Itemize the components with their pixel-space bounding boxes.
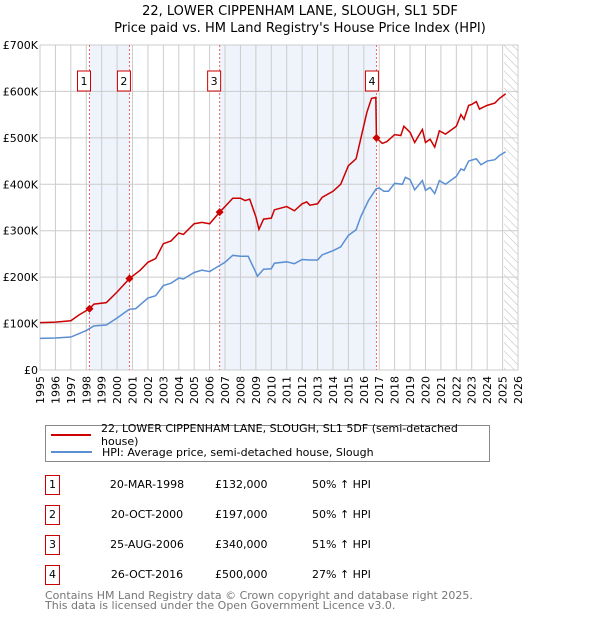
x-tick-label: 2011 [281, 376, 294, 404]
sale-price: £500,000 [215, 568, 268, 581]
sale-hpi-change: 27% ↑ HPI [312, 568, 371, 581]
forecast-hatch [504, 45, 518, 370]
sale-label: 2 [120, 75, 127, 88]
x-tick-label: 2025 [497, 376, 510, 404]
sale-row: 1 20-MAR-1998 £132,000 50% ↑ HPI [45, 475, 445, 495]
x-tick-label: 2016 [358, 376, 371, 404]
sale-label: 1 [80, 75, 87, 88]
x-tick-label: 1995 [34, 376, 47, 404]
x-tick-label: 2001 [127, 376, 140, 404]
sale-number-badge: 2 [45, 505, 60, 525]
x-tick-label: 1997 [65, 376, 78, 404]
sale-hpi-change: 51% ↑ HPI [312, 538, 371, 551]
y-tick-label: £0 [24, 364, 38, 377]
sale-price: £340,000 [215, 538, 268, 551]
x-tick-label: 2021 [435, 376, 448, 404]
y-tick-label: £200K [3, 271, 39, 284]
x-tick-label: 2019 [404, 376, 417, 404]
sale-date: 26-OCT-2016 [110, 568, 184, 581]
x-tick-label: 2017 [373, 376, 386, 404]
plot-frame [39, 44, 519, 371]
x-tick-label: 2005 [188, 376, 201, 404]
legend: 22, LOWER CIPPENHAM LANE, SLOUGH, SL1 5D… [45, 422, 490, 462]
x-tick-label: 2014 [327, 376, 340, 404]
x-tick-label: 2003 [157, 376, 170, 404]
sale-date: 20-MAR-1998 [109, 478, 185, 491]
x-tick-label: 2018 [389, 376, 402, 404]
x-tick-label: 2000 [111, 376, 124, 404]
sale-row: 3 25-AUG-2006 £340,000 51% ↑ HPI [45, 535, 445, 555]
series-line-property [39, 93, 507, 324]
sale-point [215, 208, 224, 217]
x-tick-label: 2024 [481, 376, 494, 404]
sale-row: 2 20-OCT-2000 £197,000 50% ↑ HPI [45, 505, 445, 525]
sale-label-box [76, 70, 91, 92]
x-tick-label: 2006 [204, 376, 217, 404]
x-tick-label: 2007 [219, 376, 232, 404]
x-tick-label: 2009 [250, 376, 263, 404]
sale-date: 25-AUG-2006 [110, 538, 184, 551]
x-tick-label: 2013 [312, 376, 325, 404]
x-tick-label: 2010 [265, 376, 278, 404]
sale-point [372, 133, 381, 142]
legend-swatch-hpi [51, 451, 92, 453]
sale-row: 4 26-OCT-2016 £500,000 27% ↑ HPI [45, 565, 445, 585]
legend-item-property: 22, LOWER CIPPENHAM LANE, SLOUGH, SL1 5D… [51, 422, 489, 448]
footer-copyright: Contains HM Land Registry data © Crown c… [45, 589, 473, 602]
x-tick-label: 2002 [142, 376, 155, 404]
series-line-hpi [39, 151, 507, 340]
x-tick-label: 1998 [80, 376, 93, 404]
sale-hpi-change: 50% ↑ HPI [312, 508, 371, 521]
x-tick-label: 1999 [96, 376, 109, 404]
x-tick-label: 2023 [466, 376, 479, 404]
x-tick-label: 2012 [296, 376, 309, 404]
line-chart: 1995 1996 1997 1998 1999 2000 2001 2002 2003 2004… [3, 39, 525, 404]
sale-number-badge: 4 [45, 565, 60, 585]
sale-hpi-change: 50% ↑ HPI [312, 478, 371, 491]
x-tick-label: 2008 [234, 376, 247, 404]
legend-label-property: 22, LOWER CIPPENHAM LANE, SLOUGH, SL1 5D… [101, 422, 458, 448]
sale-date: 20-OCT-2000 [110, 508, 184, 521]
y-tick-label: £400K [3, 178, 39, 191]
sale-label-box [207, 70, 222, 92]
x-tick-label: 2022 [450, 376, 463, 404]
sale-label-box [116, 70, 131, 92]
sale-label-box [364, 70, 379, 92]
sale-price: £132,000 [215, 478, 268, 491]
y-tick-label: £600K [3, 85, 39, 98]
x-tick-label: 2020 [419, 376, 432, 404]
sale-point [125, 274, 134, 283]
legend-label-hpi: HPI: Average price, semi-detached house,… [102, 445, 374, 459]
y-tick-label: £700K [3, 39, 39, 52]
y-tick-label: £300K [3, 225, 39, 238]
legend-item-hpi: HPI: Average price, semi-detached house,… [51, 444, 374, 460]
x-tick-label: 1996 [49, 376, 62, 404]
y-tick-label: £100K [3, 318, 39, 331]
sale-number-badge: 1 [45, 475, 60, 495]
chart-subtitle: Price paid vs. HM Land Registry's House … [114, 21, 486, 36]
sale-number-badge: 3 [45, 535, 60, 555]
chart-title: 22, LOWER CIPPENHAM LANE, SLOUGH, SL1 5D… [142, 4, 458, 19]
sale-label: 4 [368, 75, 375, 88]
sale-price: £197,000 [215, 508, 268, 521]
x-tick-label: 2004 [173, 376, 186, 404]
x-tick-label: 2026 [512, 376, 525, 404]
footer-licence: This data is licensed under the Open Gov… [45, 599, 396, 612]
x-tick-label: 2015 [342, 376, 355, 404]
legend-swatch-property [51, 434, 91, 436]
sale-label: 3 [211, 75, 218, 88]
shaded-range [89, 45, 130, 370]
sale-point [85, 304, 94, 313]
y-tick-label: £500K [3, 132, 39, 145]
